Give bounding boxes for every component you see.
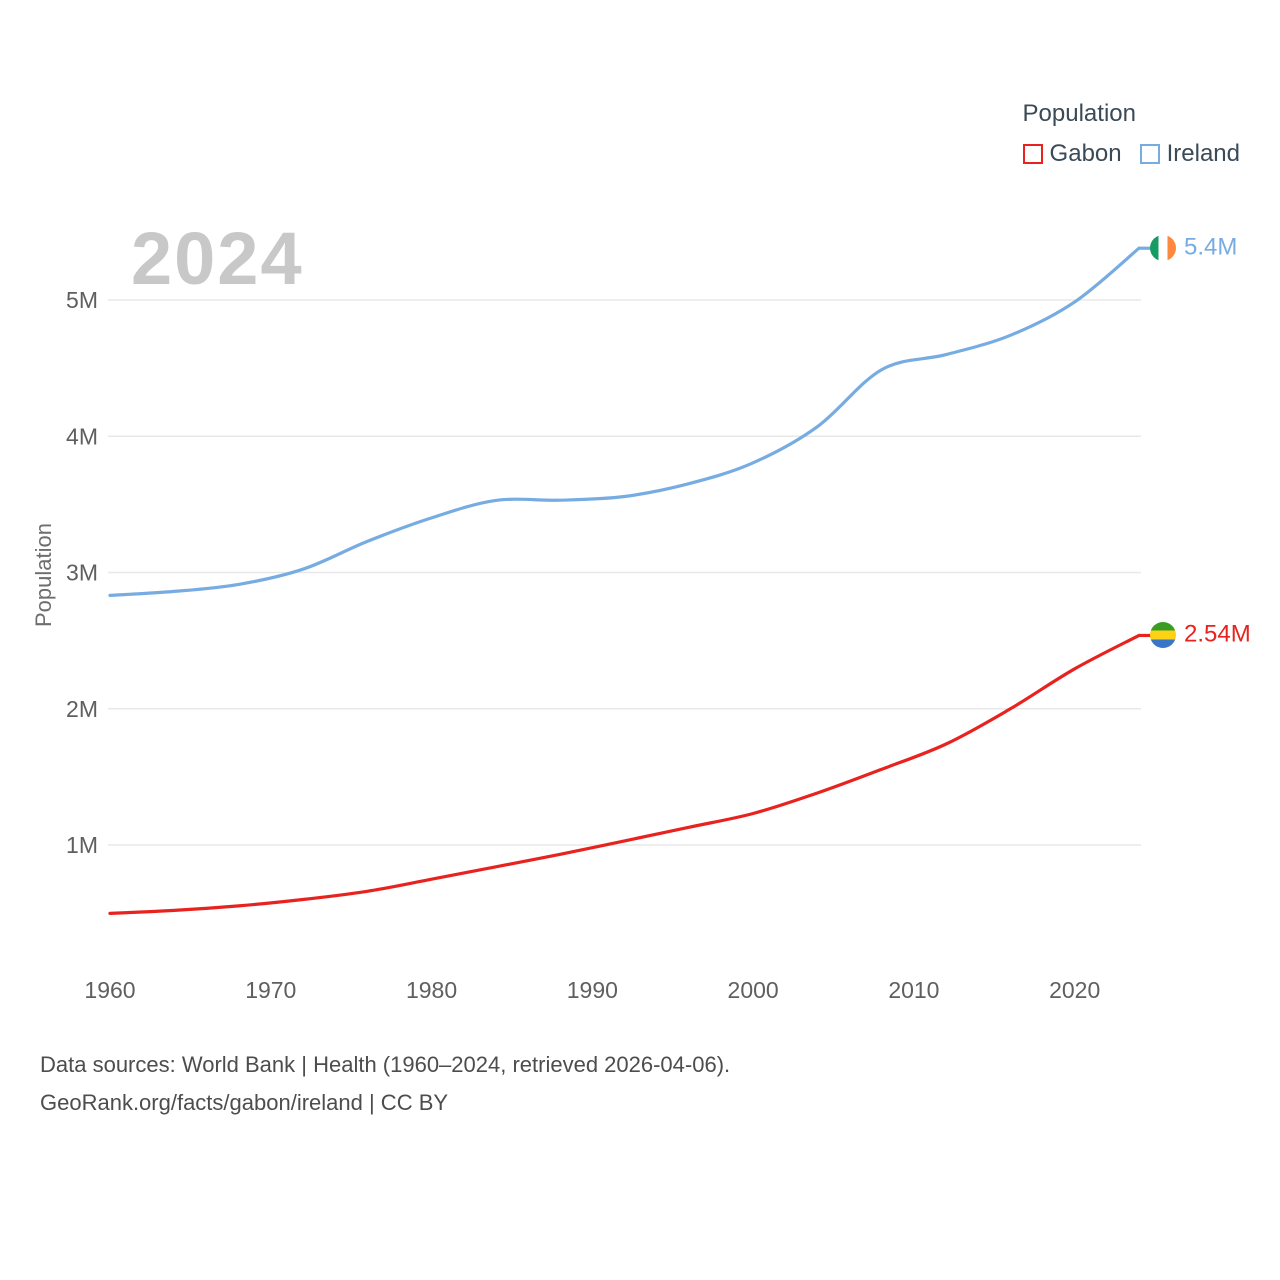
gabon-line[interactable] (108, 633, 1141, 915)
ireland-flag-icon (1150, 235, 1176, 262)
gabon-end-label: 2.54M (1184, 620, 1251, 648)
x-tick-label: 1990 (567, 977, 618, 1003)
footer: Data sources: World Bank | Health (1960–… (40, 1046, 730, 1122)
y-tick-label: 4M (66, 423, 98, 449)
legend-items: Gabon Ireland (1022, 140, 1240, 168)
ireland-line[interactable] (108, 246, 1141, 597)
x-tick-label: 1970 (245, 977, 296, 1003)
y-tick-label: 2M (66, 696, 98, 722)
footer-attribution: GeoRank.org/facts/gabon/ireland | CC BY (40, 1090, 449, 1115)
legend-item-gabon[interactable]: Gabon (1022, 140, 1122, 168)
year-watermark: 2024 (131, 217, 304, 300)
y-tick-label: 3M (66, 560, 98, 586)
x-tick-label: 2010 (888, 977, 939, 1003)
footer-data-sources: Data sources: World Bank | Health (1960–… (40, 1052, 731, 1077)
legend-title: Population (1022, 100, 1136, 127)
y-tick-label: 1M (66, 832, 98, 858)
x-tick-label: 2000 (728, 977, 779, 1003)
legend: Population Gabon Ireland (1022, 100, 1240, 168)
y-axis-title: Population (31, 523, 56, 627)
legend-item-ireland[interactable]: Ireland (1139, 140, 1240, 168)
y-tick-label: 5M (66, 287, 98, 313)
x-tick-label: 1980 (406, 977, 457, 1003)
x-tick-label: 1960 (84, 977, 135, 1003)
ireland-series-swatch-icon (1139, 144, 1160, 164)
legend-item-label: Gabon (1049, 140, 1122, 167)
ireland-end-label: 5.4M (1184, 233, 1238, 261)
gabon-series-swatch-icon (1022, 144, 1043, 164)
legend-item-label: Ireland (1166, 140, 1240, 167)
x-tick-label: 2020 (1049, 977, 1100, 1003)
gabon-flag-icon (1150, 622, 1176, 649)
